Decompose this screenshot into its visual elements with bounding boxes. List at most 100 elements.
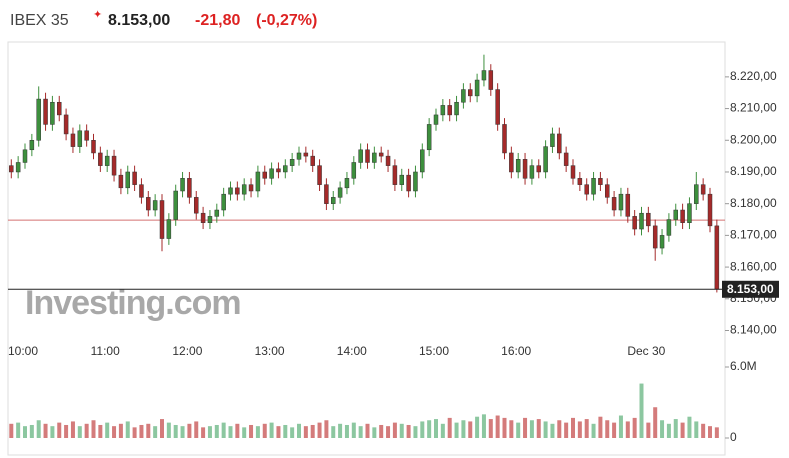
candle-body [570, 165, 576, 179]
volume-bar [276, 426, 281, 438]
volume-bar [468, 421, 473, 438]
candle-body [687, 203, 692, 223]
candle-body [509, 152, 514, 173]
volume-bar [372, 427, 377, 438]
candle-body [118, 174, 124, 189]
candle-body [303, 152, 309, 157]
volume-bar [598, 416, 603, 438]
volume-bar [618, 415, 623, 438]
volume-bar [283, 424, 288, 438]
candle-body [187, 178, 192, 198]
volume-bar [91, 420, 96, 438]
volume-bar [262, 423, 267, 438]
volume-bar [646, 422, 651, 438]
candle-body [550, 133, 555, 147]
volume-bar [351, 422, 356, 438]
candle-body [63, 114, 69, 135]
candle-body [166, 219, 172, 239]
candle-body [577, 178, 583, 185]
candle-body [598, 178, 603, 185]
volume-bar [475, 416, 480, 438]
candle-body [468, 89, 473, 97]
volume-bar [16, 422, 21, 438]
candle-body [625, 193, 631, 217]
y-tick-label: 8.170,00 [730, 228, 777, 242]
volume-bar [132, 427, 137, 438]
volume-bar [180, 426, 185, 438]
volume-bar [160, 419, 164, 438]
volume-bar [632, 417, 637, 438]
candle-body [385, 155, 391, 166]
volume-bar [36, 420, 41, 438]
candle-body [91, 140, 96, 154]
candle-body [529, 165, 535, 179]
volume-bar [488, 419, 493, 438]
volume-bar [153, 426, 158, 438]
candle-body [659, 235, 665, 249]
y-tick-label: 8.220,00 [730, 69, 777, 83]
volume-bar [625, 421, 630, 438]
last-price-label: 8.153,00 [727, 282, 774, 296]
volume-bar [187, 423, 192, 438]
volume-bar [708, 426, 712, 438]
change-percent: (-0,27%) [256, 12, 317, 29]
candle-body [77, 130, 83, 147]
candle-body [146, 197, 151, 211]
candle-body [111, 155, 117, 176]
candle-body [563, 152, 569, 166]
volume-bar [577, 421, 582, 438]
volume-bar [64, 424, 69, 438]
volume-bar [112, 426, 117, 438]
volume-bar [591, 423, 596, 438]
candle-body [502, 124, 507, 154]
volume-bar [70, 421, 75, 438]
candle-body [488, 70, 494, 90]
volume-bar [29, 424, 34, 438]
volume-bar [358, 426, 363, 438]
candle-body [707, 193, 713, 227]
volume-bar [338, 423, 343, 438]
volume-bar [509, 420, 514, 438]
y-tick-label: 8.180,00 [730, 196, 777, 210]
volume-bar [605, 420, 610, 438]
volume-bar [557, 420, 562, 438]
volume-bar [673, 419, 678, 438]
y-tick-label: 8.160,00 [730, 259, 777, 273]
index-name: IBEX 35 [10, 12, 69, 29]
x-tick-label: 14:00 [337, 344, 367, 358]
volume-bar [434, 419, 438, 438]
candle-body [235, 187, 240, 195]
volume-bar [413, 426, 418, 438]
candle-body [104, 155, 110, 166]
candle-body [139, 184, 144, 198]
x-tick-label: 13:00 [255, 344, 285, 358]
volume-bar [523, 417, 528, 438]
volume-bar [105, 422, 110, 438]
candle-body [248, 184, 254, 192]
candle-body [399, 174, 404, 185]
volume-bar [23, 426, 27, 438]
candle-body [43, 98, 48, 125]
volume-bar [447, 417, 452, 438]
volume-bar [392, 422, 397, 438]
volume-tick-label: 6.0M [730, 359, 757, 373]
candle-body [618, 193, 624, 211]
candle-body [310, 155, 315, 166]
volume-bar [166, 422, 171, 438]
candle-body [673, 209, 678, 220]
volume-bar [495, 415, 500, 438]
candle-body [652, 225, 658, 249]
candle-body [221, 193, 226, 211]
volume-bar [146, 423, 151, 438]
volume-bar [297, 423, 301, 438]
candle-body [50, 101, 55, 125]
candle-body [694, 184, 699, 204]
candle-body [447, 105, 452, 116]
volume-bar [660, 420, 665, 438]
candle-body [392, 165, 398, 185]
volume-bar [639, 383, 644, 438]
candle-body [159, 200, 165, 239]
candle-body [440, 105, 446, 116]
candle-body [84, 130, 89, 141]
